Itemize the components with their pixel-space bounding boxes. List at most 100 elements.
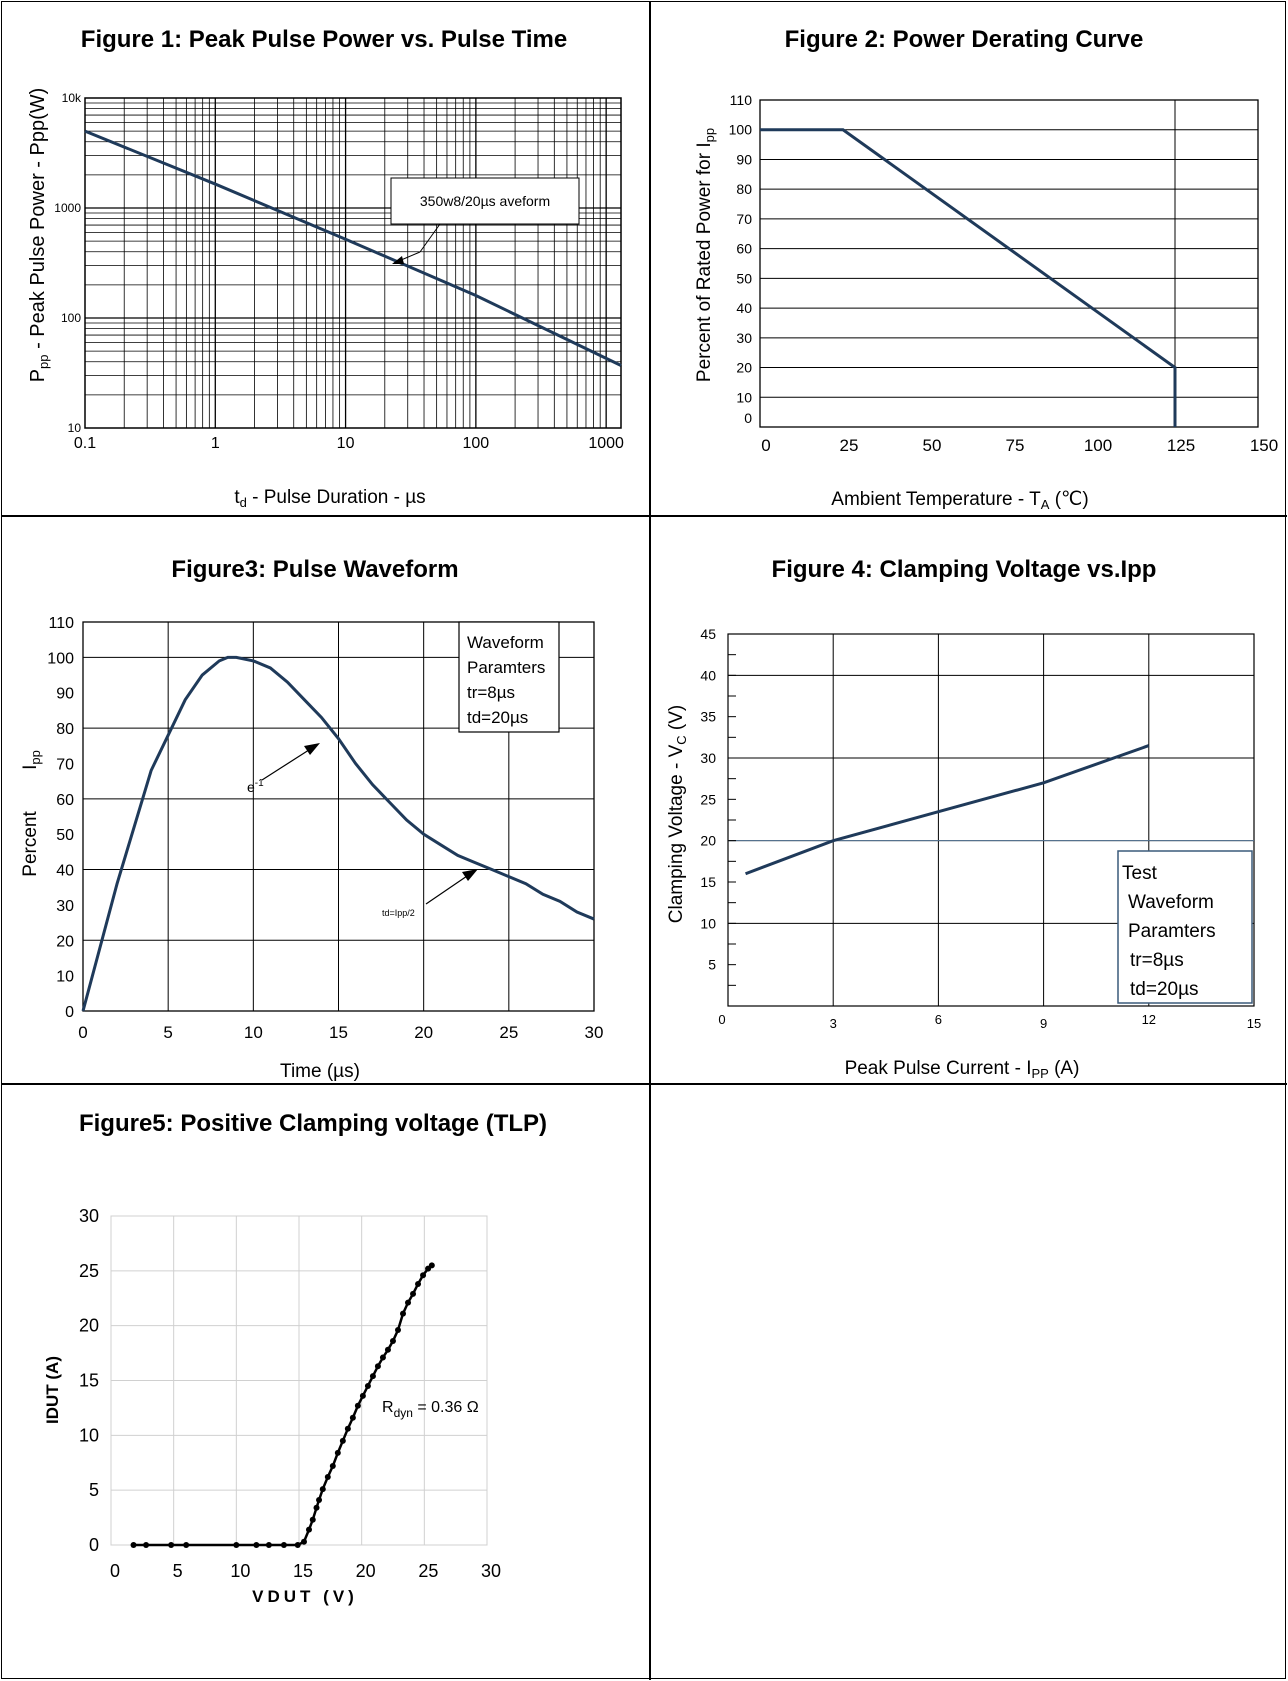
figure-5-cell: Figure5: Positive Clamping voltage (TLP)… [0, 1082, 648, 1680]
arrowhead [392, 256, 404, 264]
x-tick-label: 15 [1247, 1016, 1261, 1031]
data-point [374, 1363, 381, 1370]
data-point [316, 1497, 323, 1504]
annotation-box [390, 177, 580, 225]
y-tick-label: 20 [736, 360, 752, 376]
y-tick-label: 90 [56, 686, 74, 703]
figure-3-ylabel-ipp: Ipp [20, 750, 43, 770]
annotation-e-1: e-1 [247, 778, 264, 795]
y-tick-label: 45 [700, 626, 716, 642]
y-tick-label: 40 [700, 667, 716, 683]
x-tick-label: 20 [414, 1023, 433, 1042]
svg-text:Rdyn = 0.36 Ω: Rdyn = 0.36 Ω [382, 1399, 479, 1420]
y-tick-label: 10 [56, 969, 74, 986]
data-point [306, 1526, 312, 1533]
data-point [428, 1262, 435, 1269]
figure-4-title: Figure 4: Clamping Voltage vs.Ipp [771, 556, 1157, 583]
row-divider [2, 1083, 1287, 1085]
svg-text:Clamping Voltage - VC (V): Clamping Voltage - VC (V) [666, 705, 689, 924]
arrowhead [462, 869, 478, 881]
plot-area [759, 99, 1259, 428]
x-tick-label: 20 [356, 1561, 376, 1581]
data-point [294, 1542, 301, 1548]
y-tick-label: 70 [736, 211, 752, 227]
y-tick-label: 0 [89, 1535, 99, 1555]
figure-5-ylabel: IDUT (A) [43, 1356, 62, 1424]
x-tick-label: 6 [935, 1012, 942, 1027]
y-tick-label: 60 [56, 792, 74, 809]
x-tick-label: 125 [1167, 436, 1195, 455]
figure-1-chart: 0.1 1 10 100 1000 10 100 1000 10k 350w8/20µs ave… [27, 88, 624, 510]
x-tick-label: 25 [499, 1023, 518, 1042]
legend-box [458, 621, 560, 733]
annotation-td: td=Ipp/2 [382, 908, 415, 918]
data-point [384, 1346, 391, 1353]
data-point [319, 1486, 326, 1493]
figure-3-ylabel: Percent [20, 811, 41, 877]
figure-5-chart: 0 5 10 15 20 25 30 0 5 10 15 20 25 30 Rdyn = 0.36 Ω V… [43, 1206, 501, 1606]
data-point [400, 1310, 406, 1317]
x-tick-label: 25 [840, 436, 859, 455]
y-tick-label: 110 [48, 615, 74, 632]
x-tick-label: 10 [230, 1561, 250, 1581]
data-point [379, 1354, 386, 1361]
series-line [84, 129, 622, 367]
data-point [334, 1449, 341, 1456]
figure-3-chart: 0 5 10 15 20 25 30 0 10 20 30 40 50 60 70 80 90 100 110 Wa… [20, 615, 603, 1082]
figure-2-xlabel: Ambient Temperature - TA (℃) [831, 489, 1088, 512]
annotation-label: 350w8/20µs aveform [420, 193, 550, 209]
figure-2-ylabel: Percent of Rated Power for Ipp [694, 128, 717, 382]
series-line [745, 744, 1150, 876]
figure-1-xlabel: td - Pulse Duration - µs [234, 487, 425, 510]
svg-text:Percent of Rated Power for Ipp: Percent of Rated Power for Ipp [694, 128, 717, 382]
figure-3-xlabel: Time (µs) [280, 1061, 360, 1082]
data-point [394, 1327, 401, 1334]
y-tick-label: 20 [79, 1316, 99, 1336]
plot-area [84, 97, 622, 429]
data-point [324, 1474, 331, 1481]
arrowhead [304, 743, 320, 755]
x-tick-label: 75 [1006, 436, 1025, 455]
series-line [81, 655, 595, 1012]
figure-1-ylabel: Ppp - Peak Pulse Power - Ppp(W) [27, 88, 51, 383]
data-point [420, 1272, 427, 1279]
svg-text:e-1: e-1 [247, 778, 264, 795]
data-point [143, 1542, 150, 1548]
x-tick-label: 0 [110, 1561, 120, 1581]
data-point [344, 1425, 351, 1432]
y-tick-label: 30 [700, 750, 716, 766]
legend-line: Waveform [467, 633, 544, 652]
y-tick-label: 10 [736, 389, 752, 405]
data-point [300, 1538, 307, 1545]
x-tick-label: 10 [337, 435, 355, 452]
x-tick-label: 50 [923, 436, 942, 455]
data-point [130, 1542, 137, 1548]
x-tick-label: 15 [293, 1561, 313, 1581]
data-point [265, 1542, 272, 1548]
svg-text:td - Pulse Duration - µs: td - Pulse Duration - µs [234, 487, 425, 510]
data-point [405, 1299, 412, 1306]
x-tick-label: 5 [163, 1023, 172, 1042]
x-tick-label: 0 [718, 1012, 725, 1027]
x-tick-label: 0 [78, 1023, 87, 1042]
data-point [313, 1504, 320, 1511]
y-tick-label: 30 [56, 898, 74, 915]
y-tick-label: 80 [56, 721, 74, 738]
data-point [329, 1463, 336, 1470]
y-tick-label: 20 [700, 833, 716, 849]
x-tick-label: 150 [1250, 436, 1278, 455]
annotation-arrow [425, 873, 471, 905]
x-tick-label: 1 [211, 435, 220, 452]
column-divider [649, 2, 651, 1680]
empty-cell [648, 1082, 1286, 1680]
legend-line: tr=8µs [467, 683, 515, 702]
x-tick-label: 0.1 [74, 435, 96, 452]
data-point [233, 1542, 240, 1548]
legend-line: td=20µs [467, 708, 528, 727]
y-tick-label: 30 [736, 330, 752, 346]
y-tick-label: 5 [708, 957, 716, 973]
svg-text:Ambient Temperature - TA (℃): Ambient Temperature - TA (℃) [831, 489, 1088, 512]
y-tick-label: 50 [56, 827, 74, 844]
